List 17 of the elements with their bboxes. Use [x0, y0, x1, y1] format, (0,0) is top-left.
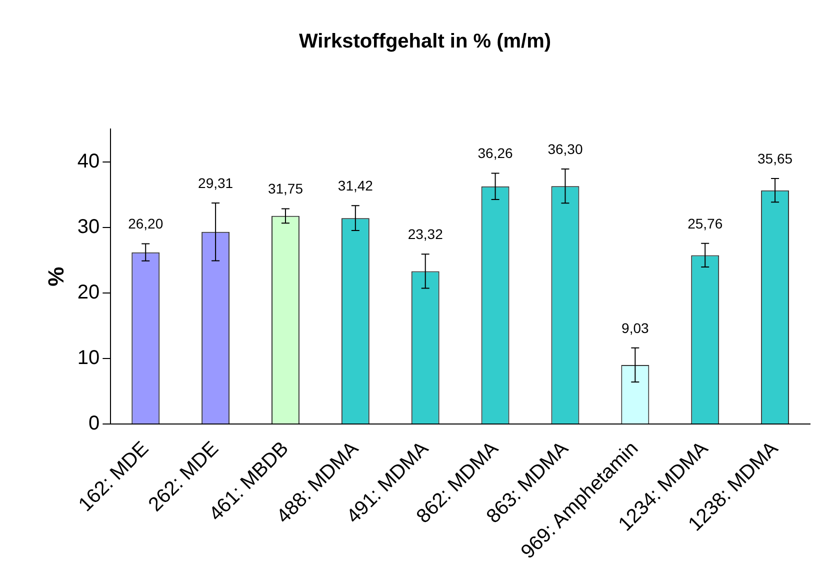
- y-axis-title: %: [43, 266, 68, 286]
- data-label: 31,75: [268, 180, 304, 197]
- y-tick-label: 20: [77, 282, 100, 304]
- data-label: 36,30: [548, 140, 583, 157]
- data-label: 36,26: [478, 145, 514, 162]
- data-label: 26,20: [128, 216, 164, 232]
- data-label: 31,42: [338, 177, 374, 194]
- data-label: 23,32: [408, 226, 444, 242]
- data-label: 35,65: [758, 150, 793, 166]
- y-tick-label: 40: [77, 150, 100, 172]
- y-tick-label: 30: [77, 216, 100, 238]
- data-label: 9,03: [622, 320, 649, 336]
- data-label: 25,76: [688, 215, 723, 232]
- y-tick-label: 0: [88, 412, 100, 435]
- y-tick-label: 10: [77, 347, 100, 370]
- chart-title: Wirkstoffgehalt in % (m/m): [298, 30, 552, 53]
- data-label: 29,31: [198, 174, 234, 191]
